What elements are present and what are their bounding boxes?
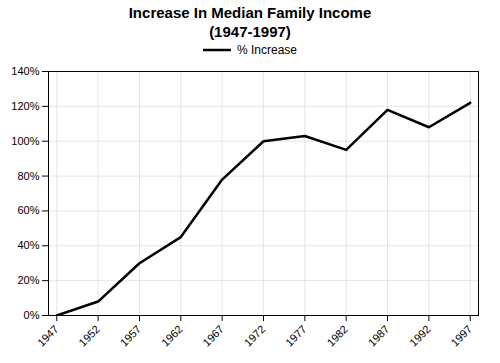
svg-text:1962: 1962 <box>159 323 185 349</box>
svg-text:1987: 1987 <box>366 323 392 349</box>
html-text:Increase In Median Family Inco: Increase In Median Family Income <box>128 4 372 21</box>
svg-text:60%: 60% <box>17 204 39 216</box>
svg-text:1957: 1957 <box>118 323 144 349</box>
svg-text:1972: 1972 <box>242 323 268 349</box>
svg-text:1967: 1967 <box>200 323 226 349</box>
svg-text:1952: 1952 <box>76 323 102 349</box>
html-text:(1947-1997): (1947-1997) <box>209 23 291 40</box>
svg-text:1997: 1997 <box>448 323 474 349</box>
svg-text:1947: 1947 <box>35 323 61 349</box>
svg-text:40%: 40% <box>17 239 39 251</box>
svg-text:0%: 0% <box>24 309 40 321</box>
svg-text:120%: 120% <box>11 100 39 112</box>
html-text:% Increase: % Increase <box>237 43 297 57</box>
svg-text:1977: 1977 <box>283 323 309 349</box>
svg-text:80%: 80% <box>17 170 39 182</box>
svg-text:20%: 20% <box>17 274 39 286</box>
svg-text:1982: 1982 <box>324 323 350 349</box>
svg-text:1992: 1992 <box>407 323 433 349</box>
svg-text:100%: 100% <box>11 135 39 147</box>
svg-text:140%: 140% <box>11 65 39 77</box>
